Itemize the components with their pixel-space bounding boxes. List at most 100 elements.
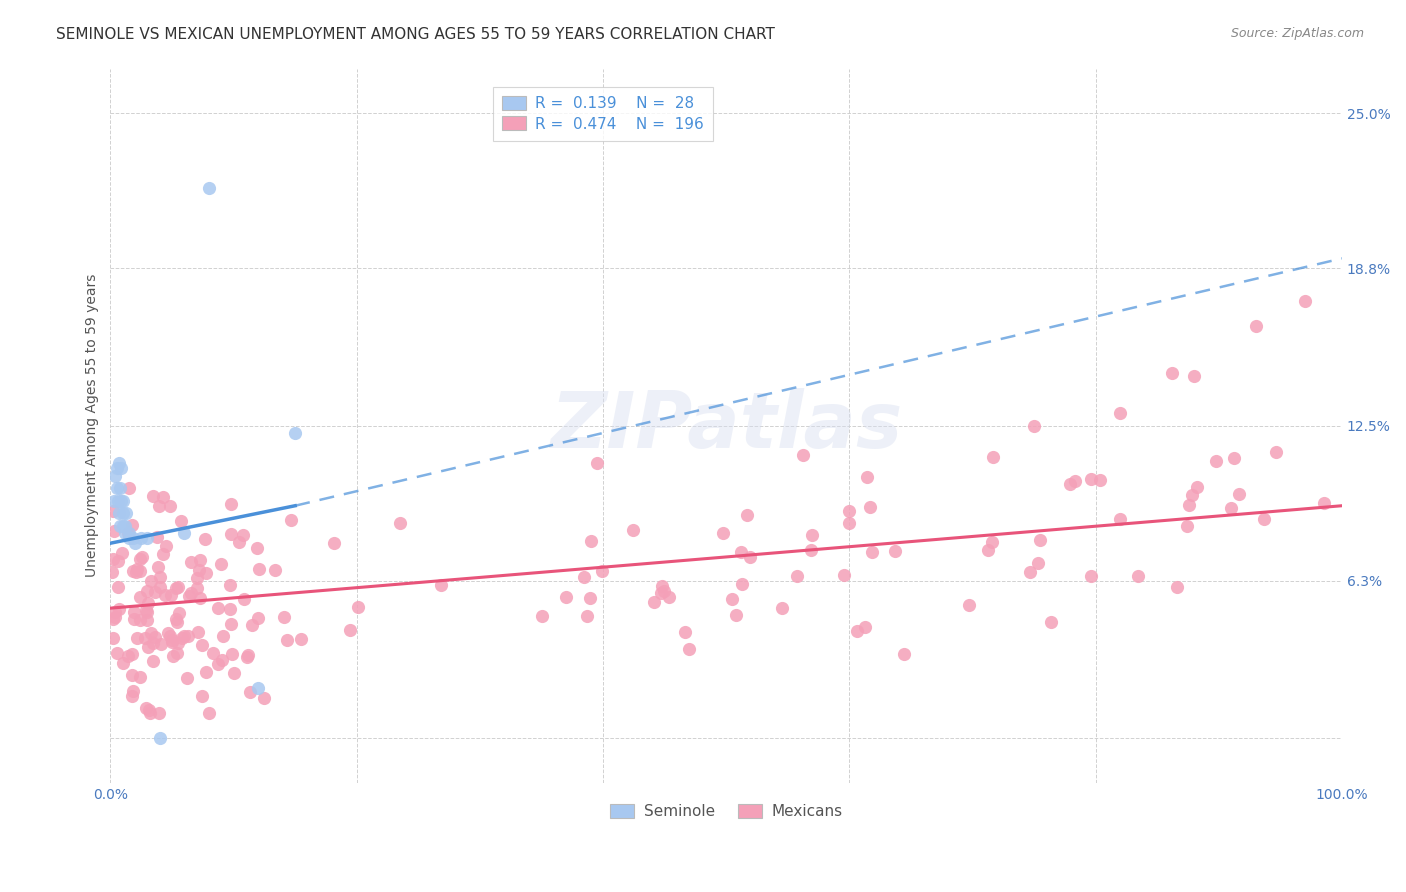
Point bbox=[579, 534, 602, 549]
Point bbox=[111, 657, 134, 671]
Point bbox=[142, 489, 165, 503]
Text: SEMINOLE VS MEXICAN UNEMPLOYMENT AMONG AGES 55 TO 59 YEARS CORRELATION CHART: SEMINOLE VS MEXICAN UNEMPLOYMENT AMONG A… bbox=[56, 27, 775, 42]
Point bbox=[832, 568, 855, 582]
Point bbox=[730, 545, 752, 559]
Point bbox=[194, 533, 217, 547]
Point bbox=[678, 642, 700, 657]
Point bbox=[232, 528, 254, 542]
Point bbox=[176, 672, 198, 686]
Point bbox=[136, 531, 159, 545]
Point bbox=[1182, 368, 1205, 383]
Point bbox=[579, 591, 602, 605]
Point bbox=[770, 601, 793, 615]
Text: Source: ZipAtlas.com: Source: ZipAtlas.com bbox=[1230, 27, 1364, 40]
Point bbox=[136, 584, 159, 599]
Point bbox=[103, 524, 125, 539]
Point bbox=[1080, 472, 1102, 486]
Point bbox=[721, 592, 744, 607]
Point bbox=[1108, 512, 1130, 526]
Point bbox=[146, 560, 169, 574]
Point bbox=[786, 569, 808, 583]
Point bbox=[195, 566, 218, 581]
Point bbox=[1059, 476, 1081, 491]
Point bbox=[246, 541, 269, 555]
Point bbox=[107, 554, 129, 568]
Point bbox=[121, 667, 143, 681]
Point bbox=[1244, 318, 1267, 333]
Point bbox=[124, 536, 146, 550]
Point bbox=[105, 481, 128, 495]
Point bbox=[107, 493, 129, 508]
Point bbox=[103, 493, 125, 508]
Point bbox=[129, 531, 152, 545]
Point bbox=[740, 549, 762, 564]
Point bbox=[136, 596, 159, 610]
Point bbox=[122, 684, 145, 698]
Point bbox=[138, 703, 160, 717]
Point bbox=[725, 607, 748, 622]
Point bbox=[101, 612, 124, 626]
Point bbox=[107, 580, 129, 594]
Point bbox=[1187, 480, 1209, 494]
Point bbox=[1223, 450, 1246, 465]
Point bbox=[792, 449, 814, 463]
Point bbox=[141, 626, 163, 640]
Point bbox=[976, 542, 998, 557]
Point bbox=[211, 629, 233, 643]
Point bbox=[160, 635, 183, 649]
Point bbox=[108, 506, 131, 520]
Point bbox=[264, 563, 287, 577]
Point bbox=[101, 566, 124, 580]
Point bbox=[149, 637, 172, 651]
Point bbox=[188, 563, 211, 577]
Point bbox=[104, 468, 127, 483]
Point bbox=[959, 598, 981, 612]
Point bbox=[180, 586, 202, 600]
Point bbox=[273, 609, 295, 624]
Point bbox=[555, 590, 578, 604]
Point bbox=[122, 564, 145, 578]
Point bbox=[1166, 580, 1188, 594]
Point bbox=[224, 666, 246, 681]
Point bbox=[108, 456, 131, 470]
Point bbox=[207, 657, 229, 672]
Point bbox=[117, 525, 139, 540]
Point bbox=[211, 653, 233, 667]
Point bbox=[884, 543, 907, 558]
Point bbox=[186, 581, 208, 595]
Point bbox=[110, 461, 132, 475]
Point bbox=[339, 623, 361, 637]
Point bbox=[1312, 496, 1334, 510]
Point bbox=[169, 607, 191, 621]
Point bbox=[207, 600, 229, 615]
Point bbox=[104, 605, 127, 619]
Point bbox=[1294, 293, 1316, 308]
Point bbox=[128, 551, 150, 566]
Point bbox=[322, 535, 344, 549]
Point bbox=[1220, 500, 1243, 515]
Point bbox=[1024, 418, 1046, 433]
Point bbox=[219, 527, 242, 541]
Point bbox=[110, 493, 132, 508]
Point bbox=[135, 602, 157, 616]
Point bbox=[1181, 488, 1204, 502]
Point bbox=[134, 632, 156, 646]
Point bbox=[148, 499, 170, 513]
Point bbox=[218, 601, 240, 615]
Point bbox=[651, 579, 673, 593]
Point bbox=[1088, 473, 1111, 487]
Point bbox=[284, 426, 307, 441]
Point bbox=[167, 636, 190, 650]
Point bbox=[121, 531, 143, 545]
Point bbox=[159, 499, 181, 513]
Point bbox=[152, 547, 174, 561]
Point bbox=[128, 591, 150, 605]
Point bbox=[105, 647, 128, 661]
Point bbox=[1080, 569, 1102, 583]
Point bbox=[187, 625, 209, 640]
Point bbox=[146, 529, 169, 543]
Point bbox=[650, 586, 672, 600]
Point bbox=[658, 591, 681, 605]
Point bbox=[198, 181, 221, 195]
Point bbox=[173, 526, 195, 541]
